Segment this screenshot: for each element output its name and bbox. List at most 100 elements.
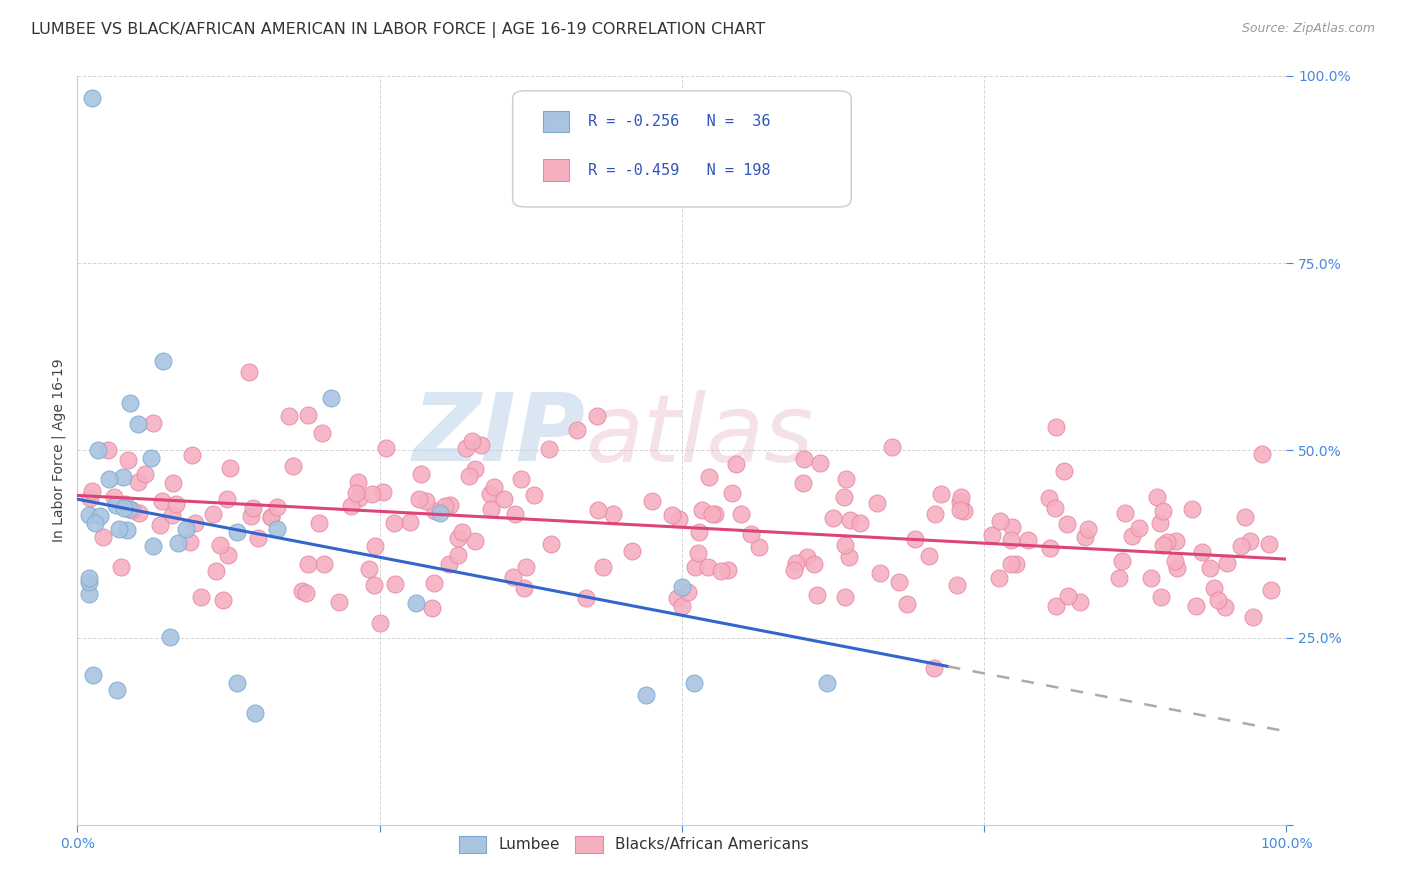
Point [458, 469, 481, 483]
Point [696, 559, 718, 574]
Point [509, 472, 531, 486]
Point [87, 442, 110, 457]
Point [686, 546, 709, 560]
Point [447, 531, 470, 545]
Point [79, 571, 101, 585]
FancyBboxPatch shape [543, 111, 569, 132]
Point [1258, 537, 1281, 551]
Point [1139, 571, 1161, 585]
Point [815, 675, 838, 690]
Point [112, 501, 135, 516]
Point [139, 451, 162, 466]
Point [165, 497, 187, 511]
Point [703, 507, 725, 521]
Point [671, 580, 693, 594]
Point [808, 456, 831, 470]
Point [823, 511, 845, 525]
Point [1038, 491, 1060, 505]
Point [697, 470, 720, 484]
Text: R = -0.459   N = 198: R = -0.459 N = 198 [588, 162, 770, 178]
Point [112, 469, 135, 483]
Point [1164, 554, 1187, 568]
Point [1000, 557, 1022, 571]
Point [953, 503, 976, 517]
Point [97, 443, 120, 458]
Point [408, 491, 430, 506]
Point [328, 595, 350, 609]
Point [321, 391, 343, 405]
Point [869, 566, 891, 580]
Point [838, 549, 860, 564]
Point [294, 586, 316, 600]
Point [717, 563, 740, 577]
Point [415, 494, 437, 508]
Point [492, 492, 515, 507]
Point [174, 522, 197, 536]
Point [446, 548, 468, 562]
Point [411, 467, 433, 481]
Point [79, 586, 101, 600]
Point [866, 496, 889, 510]
Point [586, 503, 609, 517]
Point [503, 507, 526, 521]
Point [1000, 533, 1022, 548]
Point [464, 533, 486, 548]
Point [1149, 516, 1171, 530]
Point [127, 417, 149, 432]
Point [82, 668, 104, 682]
Point [373, 484, 395, 499]
Point [398, 515, 420, 529]
Point [266, 500, 288, 515]
Point [634, 688, 657, 702]
Point [152, 353, 174, 368]
Point [683, 560, 706, 574]
Point [184, 516, 207, 531]
Point [80, 484, 103, 499]
Point [104, 498, 127, 512]
Point [297, 558, 319, 572]
Point [988, 514, 1011, 528]
Point [661, 508, 683, 523]
Point [217, 491, 239, 506]
Point [1191, 545, 1213, 559]
Point [621, 544, 644, 558]
Point [121, 503, 143, 517]
Point [1251, 447, 1274, 461]
Point [384, 577, 406, 591]
Point [785, 556, 807, 570]
Point [159, 630, 181, 644]
Point [1056, 589, 1078, 603]
Point [515, 559, 537, 574]
Point [117, 453, 139, 467]
Point [114, 497, 136, 511]
Point [1077, 522, 1099, 536]
Point [181, 448, 204, 462]
Point [839, 513, 862, 527]
Point [880, 441, 903, 455]
Point [1152, 538, 1174, 552]
Point [1053, 464, 1076, 478]
Point [949, 495, 972, 509]
Point [105, 683, 128, 698]
Point [405, 596, 427, 610]
Point [1230, 539, 1253, 553]
Point [479, 501, 502, 516]
Point [710, 564, 733, 578]
Point [1202, 581, 1225, 595]
Point [806, 588, 828, 602]
Point [363, 539, 385, 553]
Point [238, 365, 260, 379]
Point [260, 510, 283, 524]
Point [346, 475, 368, 489]
Point [204, 564, 226, 578]
Point [1166, 561, 1188, 575]
Point [640, 493, 662, 508]
Point [1039, 541, 1062, 556]
Point [1152, 504, 1174, 518]
Point [162, 508, 184, 522]
Point [211, 593, 233, 607]
Point [676, 585, 699, 599]
Point [948, 503, 970, 517]
Point [291, 584, 314, 599]
Point [434, 499, 457, 513]
